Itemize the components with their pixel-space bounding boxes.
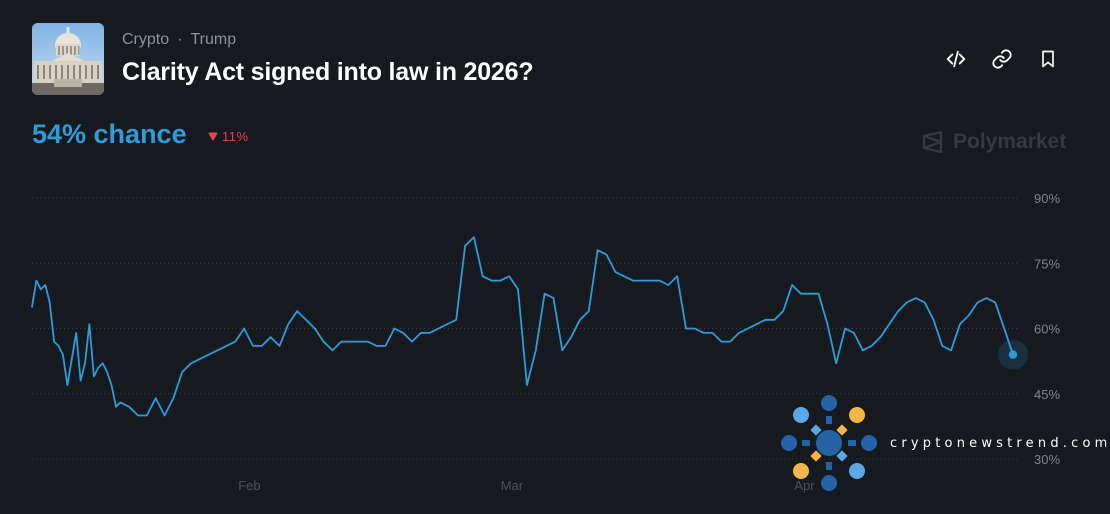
market-thumbnail [32, 23, 104, 95]
chance-value: 54% chance [32, 119, 187, 149]
copy-link-button[interactable] [990, 46, 1014, 72]
x-tick-label: Mar [501, 478, 524, 493]
polymarket-logo: Polymarket [921, 130, 1066, 154]
breadcrumb-separator: · [177, 31, 183, 48]
embed-button[interactable] [944, 46, 968, 72]
capitol-building-image [32, 23, 104, 95]
breadcrumb-trump[interactable]: Trump [190, 31, 237, 48]
breadcrumb-crypto[interactable]: Crypto [122, 31, 170, 48]
header-actions [944, 46, 1060, 72]
y-tick-label: 90% [1034, 191, 1060, 206]
polymarket-logo-icon [922, 130, 943, 154]
watermark-text: cryptonewstrend.com [890, 436, 1110, 451]
bookmark-icon [1042, 50, 1054, 68]
triangle-down-icon [208, 132, 218, 141]
current-point-marker [1008, 350, 1018, 359]
y-tick-label: 45% [1034, 387, 1060, 402]
link-icon [992, 49, 1012, 69]
market-title: Clarity Act signed into law in 2026? [122, 58, 534, 86]
y-tick-label: 75% [1034, 256, 1060, 271]
series-line [31, 236, 1014, 417]
brand-name: Polymarket [953, 130, 1067, 153]
x-tick-label: Apr [794, 478, 815, 493]
embed-icon [946, 50, 966, 68]
bookmark-button[interactable] [1036, 46, 1060, 72]
breadcrumb: Crypto · Trump [122, 31, 236, 49]
y-tick-label: 60% [1034, 322, 1060, 337]
change-value: 11% [222, 129, 249, 144]
x-tick-label: Feb [238, 478, 260, 493]
change-indicator: 11% [208, 129, 249, 144]
y-tick-label: 30% [1034, 452, 1060, 467]
watermark-logo-icon [781, 395, 877, 491]
